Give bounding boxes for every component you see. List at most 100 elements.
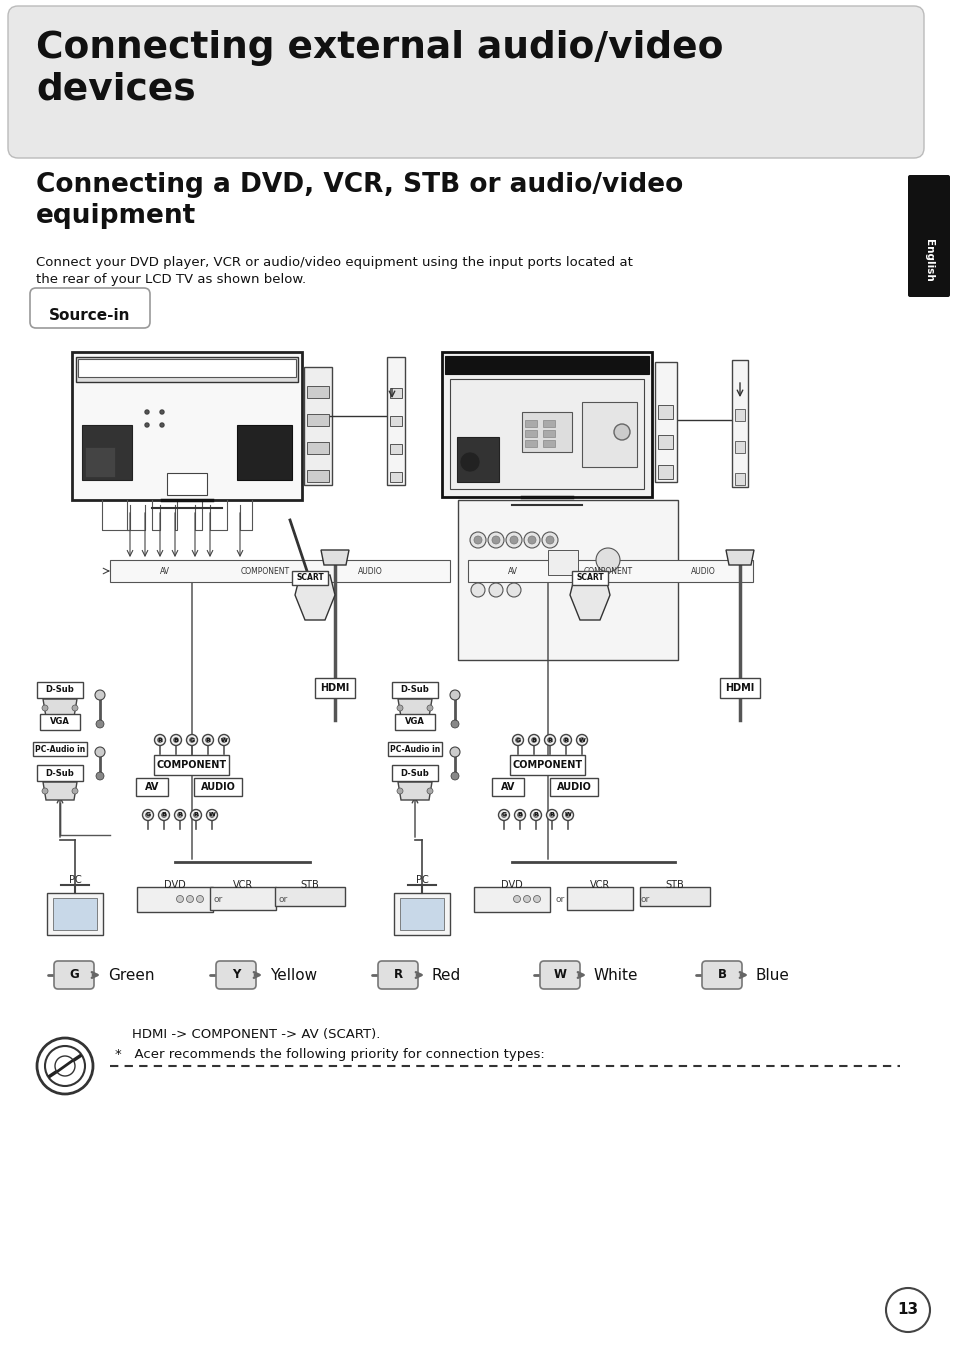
Circle shape (146, 812, 151, 818)
Bar (137, 887, 213, 913)
Circle shape (396, 788, 402, 793)
Polygon shape (43, 783, 77, 800)
Bar (37, 765, 83, 781)
Bar (547, 550, 578, 575)
Text: STB: STB (665, 880, 683, 890)
Text: G: G (501, 812, 506, 818)
Text: G: G (145, 812, 151, 818)
FancyBboxPatch shape (30, 288, 150, 328)
Circle shape (218, 734, 230, 746)
Text: Red: Red (432, 968, 460, 983)
Text: White: White (594, 968, 638, 983)
Text: Connecting external audio/video
devices: Connecting external audio/video devices (36, 30, 722, 107)
Circle shape (210, 812, 214, 818)
Bar (450, 379, 643, 489)
Bar (456, 437, 498, 482)
Text: Connect your DVD player, VCR or audio/video equipment using the input ports loca: Connect your DVD player, VCR or audio/vi… (36, 256, 632, 286)
Text: DVD: DVD (164, 880, 186, 890)
Text: G: G (515, 738, 520, 742)
Circle shape (71, 788, 78, 793)
Text: AUDIO: AUDIO (690, 566, 715, 575)
Circle shape (470, 532, 485, 548)
Text: AV: AV (500, 783, 515, 792)
Circle shape (176, 895, 183, 903)
Text: DVD: DVD (500, 880, 522, 890)
Bar (566, 887, 633, 910)
Text: B: B (717, 968, 726, 982)
Circle shape (193, 812, 198, 818)
Bar (37, 682, 83, 699)
Circle shape (530, 810, 541, 821)
Circle shape (450, 747, 459, 757)
Bar (53, 898, 97, 930)
Circle shape (396, 705, 402, 711)
Bar (734, 441, 744, 454)
Text: *   Acer recommends the following priority for connection types:: * Acer recommends the following priority… (115, 1048, 544, 1062)
Text: D-Sub: D-Sub (46, 769, 74, 777)
Bar (390, 389, 401, 398)
FancyBboxPatch shape (215, 961, 255, 988)
Circle shape (488, 532, 503, 548)
Circle shape (514, 810, 525, 821)
Circle shape (158, 810, 170, 821)
Circle shape (527, 536, 536, 544)
Circle shape (202, 734, 213, 746)
Text: VCR: VCR (589, 880, 610, 890)
Polygon shape (397, 783, 432, 800)
Circle shape (474, 536, 481, 544)
Text: D-Sub: D-Sub (400, 685, 429, 695)
Circle shape (544, 734, 555, 746)
Bar (521, 412, 572, 452)
Bar (720, 678, 760, 699)
Bar (734, 473, 744, 485)
Circle shape (563, 738, 568, 742)
Circle shape (562, 810, 573, 821)
Circle shape (451, 720, 458, 728)
Circle shape (196, 895, 203, 903)
Text: COMPONENT: COMPONENT (157, 760, 227, 770)
Bar (510, 756, 585, 774)
Circle shape (160, 410, 164, 414)
Text: R: R (549, 812, 554, 818)
Bar (441, 352, 651, 497)
FancyBboxPatch shape (54, 961, 94, 988)
Bar (236, 425, 292, 481)
Bar (304, 367, 332, 485)
Text: Blue: Blue (755, 968, 789, 983)
Circle shape (145, 422, 149, 427)
Text: B: B (161, 812, 166, 818)
Text: W: W (209, 812, 215, 818)
Bar (314, 678, 355, 699)
Circle shape (501, 812, 506, 818)
Circle shape (95, 691, 105, 700)
Circle shape (579, 738, 584, 742)
Bar (76, 357, 297, 382)
Circle shape (45, 1047, 85, 1086)
Circle shape (533, 895, 540, 903)
Text: HDMI: HDMI (320, 682, 349, 693)
Bar (658, 435, 672, 450)
Text: R: R (533, 812, 537, 818)
Circle shape (506, 584, 520, 597)
Bar (193, 779, 242, 796)
Circle shape (186, 734, 197, 746)
Circle shape (205, 738, 211, 742)
Text: English: English (923, 240, 933, 282)
Bar (210, 887, 275, 910)
Bar (307, 414, 329, 427)
Text: W: W (578, 738, 585, 742)
Circle shape (95, 747, 105, 757)
Circle shape (528, 734, 539, 746)
Text: or: or (213, 895, 222, 904)
Circle shape (459, 452, 479, 473)
Circle shape (450, 691, 459, 700)
FancyBboxPatch shape (539, 961, 579, 988)
Bar (307, 386, 329, 398)
Bar (85, 447, 115, 477)
Circle shape (541, 532, 558, 548)
Circle shape (510, 536, 517, 544)
Text: VGA: VGA (50, 718, 70, 727)
Circle shape (191, 810, 201, 821)
Text: D-Sub: D-Sub (400, 769, 429, 777)
Text: Source-in: Source-in (50, 307, 131, 324)
